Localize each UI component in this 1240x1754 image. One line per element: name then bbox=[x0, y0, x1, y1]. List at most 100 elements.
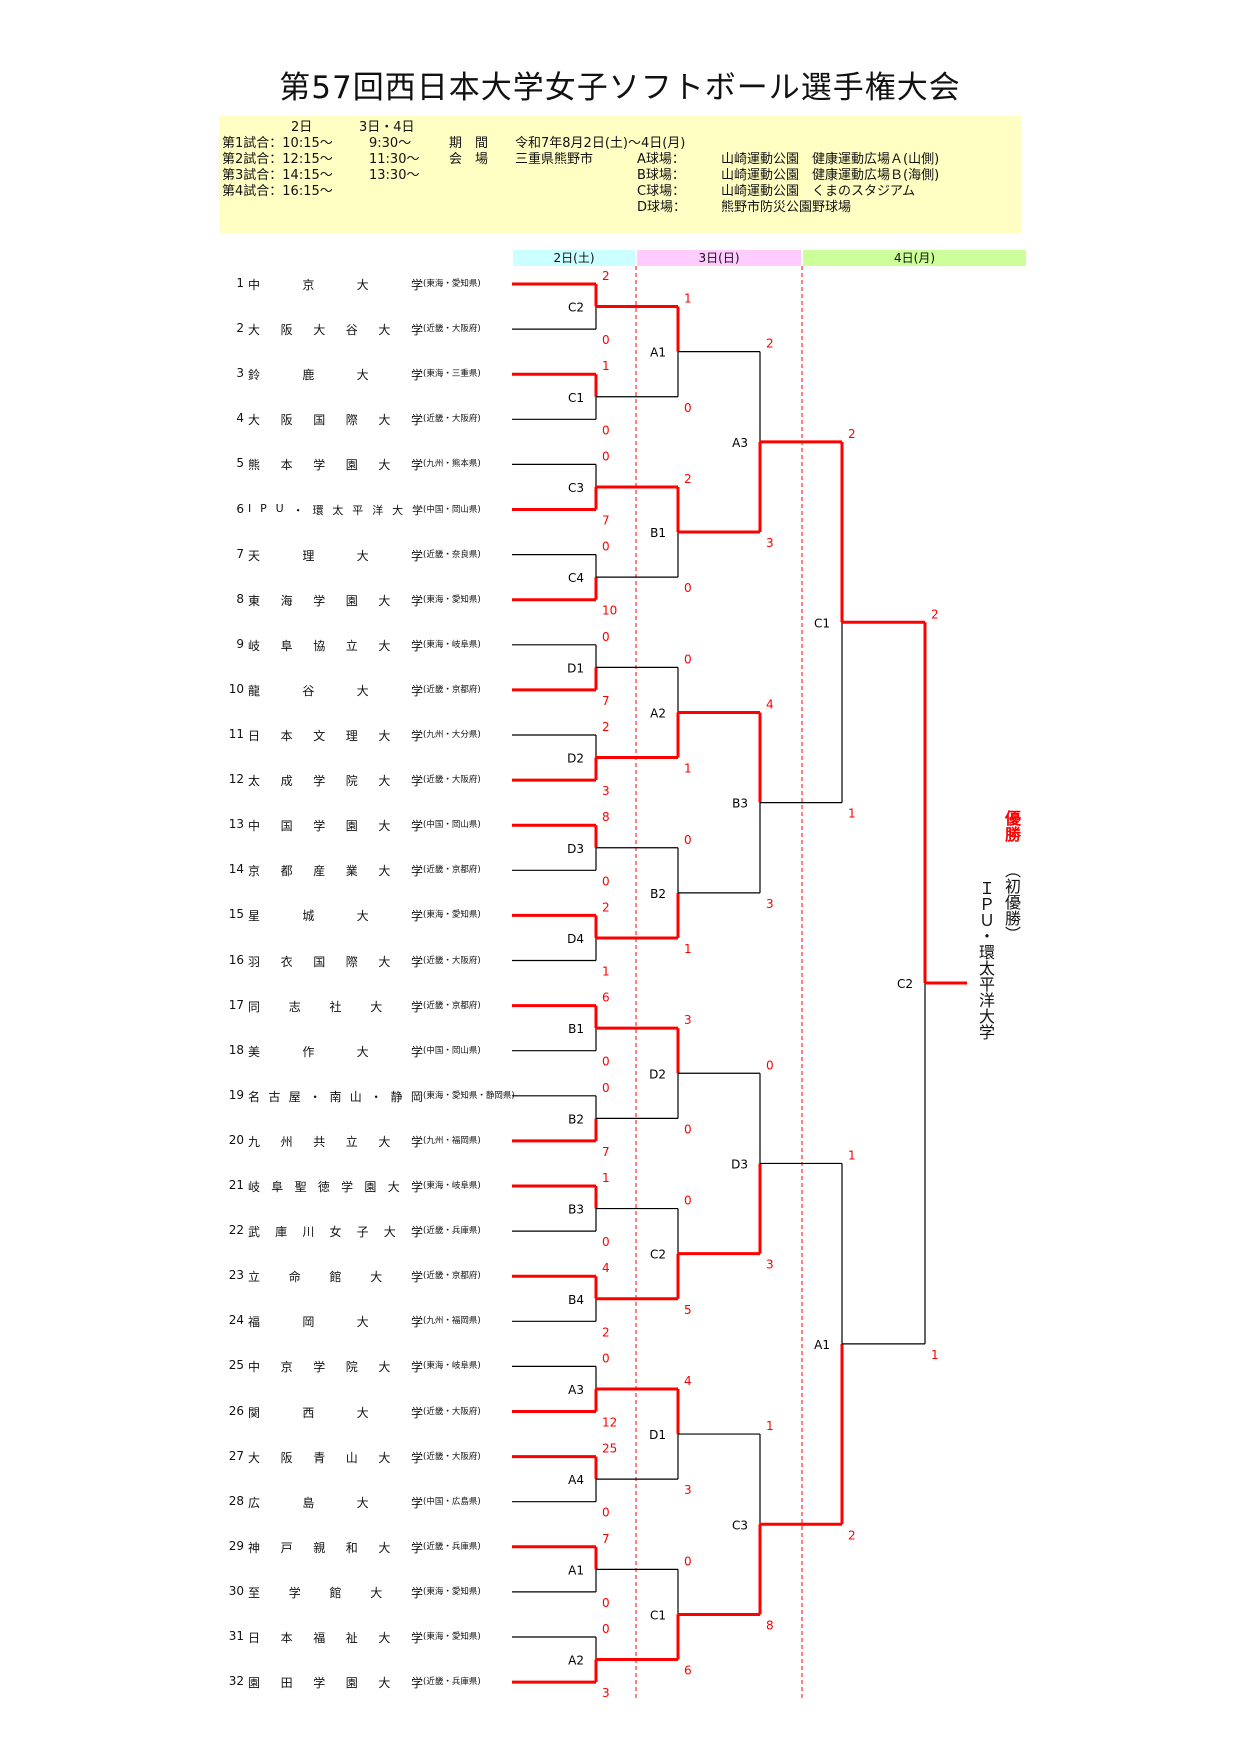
team-region: (近畿・大阪府) bbox=[423, 414, 481, 425]
field-b-place: 山崎運動公園 健康運動広場Ｂ(海側) bbox=[721, 168, 940, 183]
score-label: 0 bbox=[602, 1081, 610, 1095]
score-label: 2 bbox=[848, 1528, 856, 1542]
team-region: (近畿・京都府) bbox=[423, 684, 481, 695]
field-d-place: 熊野市防災公園野球場 bbox=[721, 200, 852, 215]
score-label: 0 bbox=[602, 540, 610, 554]
team-number: 10 bbox=[228, 681, 244, 696]
team-number: 6 bbox=[236, 501, 244, 516]
schedule-info-box: 2日 3日・4日 第1試合：10:15～ 9:30～ 第2試合：12:15～ 1… bbox=[219, 116, 1021, 233]
team-number: 13 bbox=[228, 817, 244, 832]
team-region: (九州・大分県) bbox=[423, 730, 481, 740]
team-name: 園田学園大学 bbox=[248, 1676, 423, 1691]
game-code-label: C1 bbox=[568, 391, 584, 405]
team-number: 16 bbox=[228, 952, 244, 967]
team-number: 23 bbox=[228, 1268, 244, 1283]
game-code-label: C2 bbox=[650, 1248, 666, 1262]
match-time-1-day34: 9:30～ bbox=[369, 136, 412, 151]
day-header-2: 3日(日) bbox=[637, 250, 801, 266]
team-region: (近畿・大阪府) bbox=[423, 1451, 481, 1462]
team-number: 2 bbox=[236, 321, 244, 336]
team-region: (東海・岐阜県) bbox=[423, 639, 481, 650]
score-label: 1 bbox=[602, 1171, 610, 1185]
game-code-label: B3 bbox=[732, 797, 748, 811]
day-header-3: 4日(月) bbox=[803, 250, 1026, 266]
team-name: 鈴鹿大学 bbox=[248, 368, 423, 383]
team-name: 美作大学 bbox=[248, 1044, 423, 1059]
team-row: 1 中京大学 (東海・愛知県) bbox=[222, 276, 512, 292]
field-a-place: 山崎運動公園 健康運動広場Ａ(山側) bbox=[721, 152, 940, 167]
score-label: 1 bbox=[684, 942, 692, 956]
score-label: 7 bbox=[602, 1145, 610, 1159]
score-label: 0 bbox=[602, 423, 610, 437]
team-row: 14 京都産業大学 (近畿・京都府) bbox=[222, 862, 512, 878]
team-number: 29 bbox=[228, 1538, 244, 1553]
match-time-2-day34: 11:30～ bbox=[369, 152, 420, 167]
score-label: 0 bbox=[602, 449, 610, 463]
team-number: 25 bbox=[228, 1358, 244, 1373]
score-label: 3 bbox=[766, 1258, 774, 1272]
team-row: 15 星城大学 (東海・愛知県) bbox=[222, 907, 512, 923]
game-code-label: B4 bbox=[568, 1293, 584, 1307]
score-label: 2 bbox=[848, 427, 856, 441]
team-name: 太成学院大学 bbox=[248, 774, 423, 789]
score-label: 25 bbox=[602, 1442, 617, 1456]
team-number: 12 bbox=[228, 772, 244, 787]
score-label: 6 bbox=[684, 1664, 692, 1678]
score-label: 4 bbox=[602, 1261, 610, 1275]
game-code-label: A1 bbox=[650, 346, 666, 360]
team-number: 5 bbox=[236, 456, 244, 471]
score-label: 2 bbox=[602, 900, 610, 914]
score-label: 1 bbox=[602, 965, 610, 979]
match-time-3-day34: 13:30～ bbox=[369, 168, 420, 183]
score-label: 8 bbox=[602, 810, 610, 824]
team-region: (九州・福岡県) bbox=[423, 1316, 481, 1327]
team-region: (中国・岡山県) bbox=[423, 820, 481, 831]
champion-annotation: 優勝 （初優勝） ＩＰＵ・環太平洋大学 bbox=[972, 810, 1032, 1090]
game-code-label: B2 bbox=[650, 887, 666, 901]
field-c-name: C球場： bbox=[637, 184, 686, 199]
score-label: 1 bbox=[931, 1348, 939, 1362]
team-region: (東海・岐阜県) bbox=[423, 1361, 481, 1372]
game-code-label: C4 bbox=[568, 571, 584, 585]
team-region: (近畿・大阪府) bbox=[423, 324, 481, 335]
match-time-4: 第4試合：16:15～ bbox=[222, 184, 333, 199]
game-code-label: C1 bbox=[814, 616, 830, 630]
game-code-label: B3 bbox=[568, 1203, 584, 1217]
team-row: 25 中京学院大学 (東海・岐阜県) bbox=[222, 1358, 512, 1374]
team-row: 6 I P U ・環太平洋大学 (中国・岡山県) bbox=[222, 502, 512, 518]
team-region: (近畿・兵庫県) bbox=[423, 1541, 481, 1552]
team-name: 岐阜協立大学 bbox=[248, 638, 423, 653]
score-label: 3 bbox=[684, 1483, 692, 1497]
team-row: 8 東海学園大学 (東海・愛知県) bbox=[222, 592, 512, 608]
game-code-label: B1 bbox=[568, 1022, 584, 1036]
team-name: 星城大学 bbox=[248, 909, 423, 924]
team-region: (九州・熊本県) bbox=[423, 459, 481, 470]
score-label: 0 bbox=[602, 1596, 610, 1610]
game-code-label: C1 bbox=[650, 1608, 666, 1622]
game-code-label: D3 bbox=[567, 842, 584, 856]
team-name: 中京大学 bbox=[248, 278, 423, 292]
score-label: 2 bbox=[931, 607, 939, 621]
team-number: 19 bbox=[228, 1087, 244, 1102]
score-label: 6 bbox=[602, 991, 610, 1005]
team-name: 関西大学 bbox=[248, 1405, 423, 1420]
team-region: (中国・広島県) bbox=[423, 1496, 481, 1507]
team-name: 岐阜聖徳学園大学 bbox=[248, 1180, 423, 1194]
team-name: 羽衣国際大学 bbox=[248, 954, 423, 969]
game-code-label: A1 bbox=[568, 1563, 584, 1577]
team-number: 8 bbox=[236, 591, 244, 606]
score-label: 0 bbox=[684, 652, 692, 666]
team-number: 24 bbox=[228, 1313, 244, 1328]
team-number: 1 bbox=[236, 276, 244, 290]
team-name: 熊本学園大学 bbox=[248, 458, 423, 473]
team-number: 31 bbox=[228, 1629, 244, 1643]
team-name: 福岡大学 bbox=[248, 1315, 423, 1330]
team-number: 32 bbox=[228, 1674, 244, 1689]
score-label: 0 bbox=[602, 333, 610, 347]
game-code-label: A3 bbox=[568, 1383, 584, 1397]
score-label: 0 bbox=[602, 1351, 610, 1365]
score-label: 3 bbox=[766, 536, 774, 550]
score-label: 3 bbox=[766, 897, 774, 911]
venue-label: 会 場 bbox=[449, 152, 489, 167]
team-number: 22 bbox=[228, 1223, 244, 1238]
